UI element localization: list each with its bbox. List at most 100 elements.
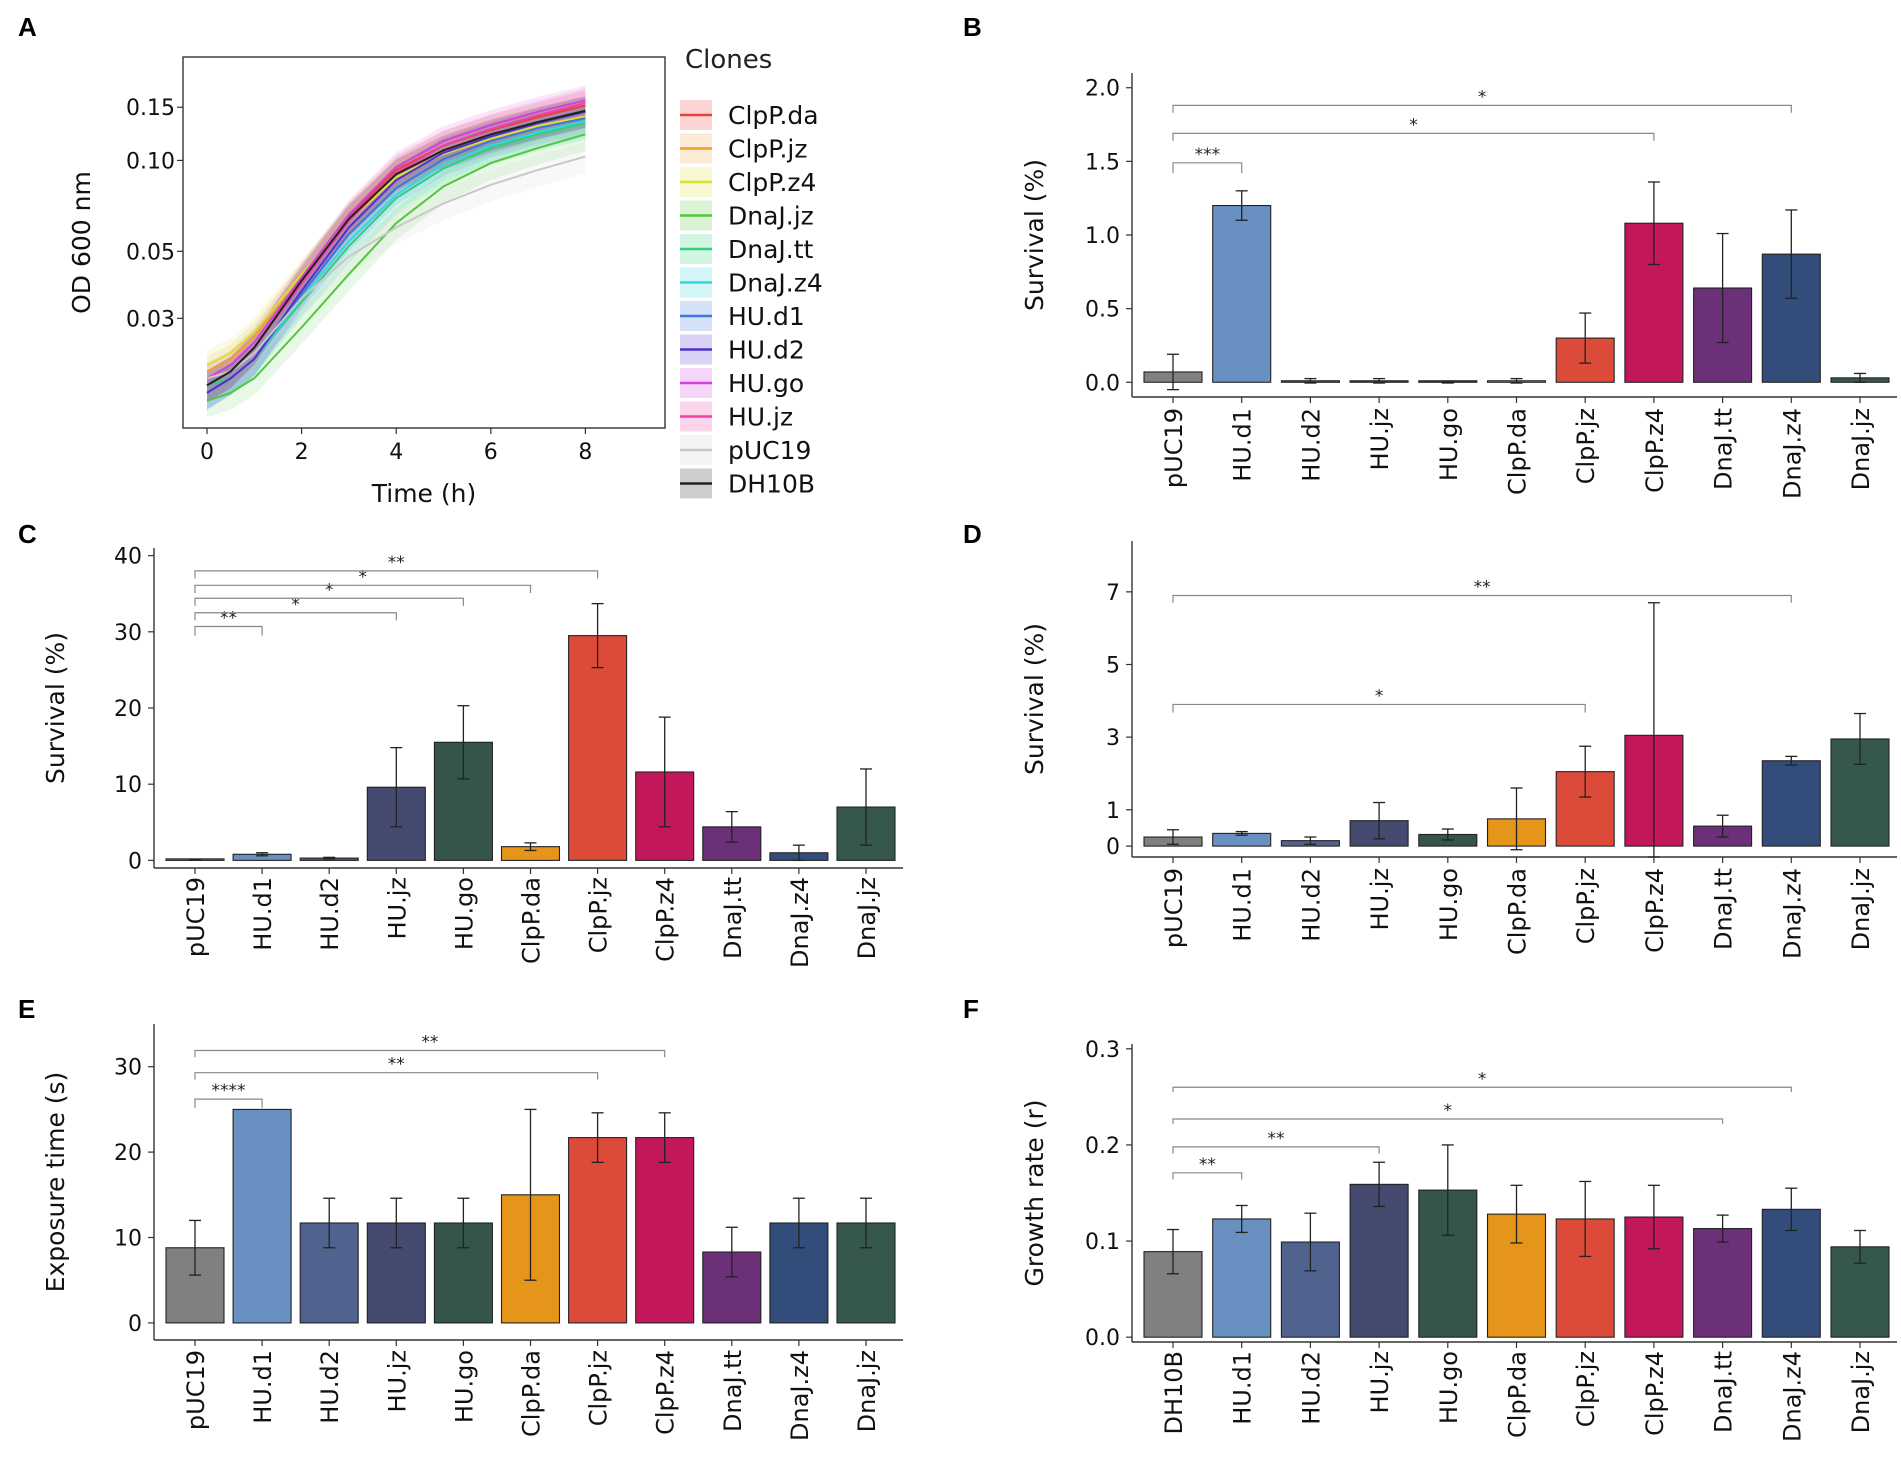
y-tick-label: 0.5 [1085, 298, 1120, 323]
y-tick-label: 0.10 [126, 149, 175, 174]
y-tick-label: 40 [114, 545, 142, 570]
x-tick-label: ClpP.z4 [1641, 1351, 1669, 1436]
significance-bracket [194, 1072, 599, 1080]
legend-item-label: ClpP.da [728, 101, 819, 130]
significance-bracket [194, 612, 397, 621]
x-tick-label: 2 [295, 440, 309, 465]
x-tick-label: ClpP.da [1504, 1351, 1532, 1438]
significance-bracket [1172, 1172, 1243, 1180]
significance-bracket [1172, 1146, 1380, 1154]
legend-item-label: DnaJ.jz [728, 202, 814, 231]
legend-item-label: DH10B [728, 470, 815, 499]
significance-label: **** [212, 1081, 246, 1101]
y-tick-label: 0 [128, 849, 142, 874]
significance-bracket [194, 570, 599, 579]
x-tick-label: HU.go [1435, 408, 1463, 481]
x-tick-label: DnaJ.tt [1710, 868, 1738, 950]
x-tick-label: 8 [578, 440, 592, 465]
y-tick-label: 7 [1106, 581, 1120, 606]
significance-bracket [1172, 594, 1792, 603]
significance-bracket [194, 597, 464, 606]
legend-item-label: pUC19 [728, 436, 811, 465]
panel-c-bar-chart: 0 10 20 30 40 Survival (%) pUC19 HU.d1 HU.d2 HU.j… [41, 545, 903, 968]
y-tick-label: 0.2 [1085, 1134, 1120, 1159]
series-line-puc19 [206, 155, 586, 380]
legend-title: Clones [685, 45, 772, 75]
x-tick-label: HU.jz [383, 1350, 411, 1413]
panel-a-line-chart: 0.15 0.10 0.05 0.03 0 2 4 6 8 Time (h) OD 600 nm Cl… [67, 45, 823, 508]
panel-label-b: B [963, 12, 982, 42]
series-line-hu-go [206, 99, 586, 380]
bar-hu-go [433, 741, 493, 861]
ribbon-clpp-da [207, 90, 586, 403]
x-tick-label: HU.d1 [249, 1350, 277, 1424]
x-tick-label: ClpP.da [518, 877, 546, 964]
panel-e-bar-chart: 0 10 20 30 Exposure time (s) pUC19 HU.d1 HU.d2 H… [41, 1024, 903, 1441]
x-tick-label: HU.jz [383, 877, 411, 940]
ribbon-hu-go [207, 85, 586, 395]
y-tick-label: 30 [114, 621, 142, 646]
x-tick-label: DnaJ.tt [719, 1350, 747, 1432]
panel-b-bar-chart: 0.0 0.5 1.0 1.5 2.0 Survival (%) pUC19 HU.d1 HU.… [1020, 73, 1897, 499]
x-tick-label: DnaJ.jz [1847, 408, 1875, 490]
ribbon-dnaj-tt [207, 108, 586, 403]
panel-label-e: E [18, 994, 35, 1024]
x-tick-label: HU.d1 [249, 877, 277, 951]
x-tick-label: ClpP.jz [1572, 1351, 1600, 1427]
legend-item-label: ClpP.z4 [728, 168, 816, 197]
plot-frame [182, 56, 666, 429]
bar-hu-d1 [1212, 204, 1272, 383]
x-tick-label: pUC19 [182, 1350, 210, 1430]
x-tick-label: DnaJ.jz [853, 877, 881, 959]
y-tick-label: 0 [128, 1312, 142, 1337]
panel-label-d: D [963, 519, 982, 549]
x-tick-label: HU.jz [1366, 408, 1394, 471]
significance-bracket [1172, 132, 1655, 141]
significance-label: ** [421, 1032, 438, 1052]
bar-dnaj-tt [1693, 1228, 1753, 1338]
y-tick-label: 10 [114, 773, 142, 798]
x-tick-label: DnaJ.z4 [786, 1350, 814, 1441]
x-tick-label: ClpP.z4 [1641, 408, 1669, 493]
x-tick-label: ClpP.z4 [652, 877, 680, 962]
x-tick-label: HU.jz [1366, 1351, 1394, 1414]
x-tick-label: HU.d1 [1229, 408, 1257, 482]
x-tick-label: HU.d2 [1297, 408, 1325, 482]
x-tick-label: DnaJ.jz [853, 1350, 881, 1432]
ribbon-dnaj-jz [207, 119, 586, 418]
significance-label: * [1444, 1101, 1453, 1121]
x-tick-label: ClpP.z4 [652, 1350, 680, 1435]
x-tick-label: HU.d1 [1229, 868, 1257, 942]
series-line-hu-d2 [206, 110, 586, 394]
x-tick-label: ClpP.jz [585, 877, 613, 953]
significance-label: ** [220, 608, 237, 628]
y-tick-label: 0 [1106, 835, 1120, 860]
y-tick-label: 0.0 [1085, 1326, 1120, 1351]
y-tick-label: 20 [114, 1141, 142, 1166]
significance-label: * [359, 567, 368, 587]
significance-bracket [1172, 703, 1586, 713]
x-tick-label: ClpP.jz [1572, 868, 1600, 944]
y-tick-label: 0.3 [1085, 1038, 1120, 1063]
y-axis-label: Exposure time (s) [41, 1072, 70, 1293]
legend-item-label: HU.d2 [728, 336, 805, 365]
significance-label: ** [388, 1055, 405, 1075]
panel-f-bar-chart: 0.0 0.1 0.2 0.3 Growth rate (r) DH10B HU.d1 HU.… [1020, 1038, 1897, 1442]
y-tick-label: 2.0 [1085, 77, 1120, 102]
bar-hu-d1 [232, 1108, 292, 1324]
legend-item-label: ClpP.jz [728, 135, 807, 164]
x-axis-label: Time (h) [371, 479, 476, 508]
x-tick-label: HU.go [1435, 1351, 1463, 1424]
x-tick-label: HU.go [450, 1350, 478, 1423]
y-tick-label: 5 [1106, 653, 1120, 678]
y-axis-label: Survival (%) [41, 632, 70, 784]
x-tick-label: HU.jz [1366, 868, 1394, 931]
significance-bracket [1172, 1086, 1792, 1093]
significance-bracket [1172, 104, 1792, 113]
significance-label: * [325, 580, 334, 600]
x-tick-label: HU.d2 [1297, 1351, 1325, 1425]
significance-bracket [194, 1098, 263, 1108]
significance-label: * [1375, 686, 1384, 706]
significance-label: * [1478, 1069, 1487, 1089]
